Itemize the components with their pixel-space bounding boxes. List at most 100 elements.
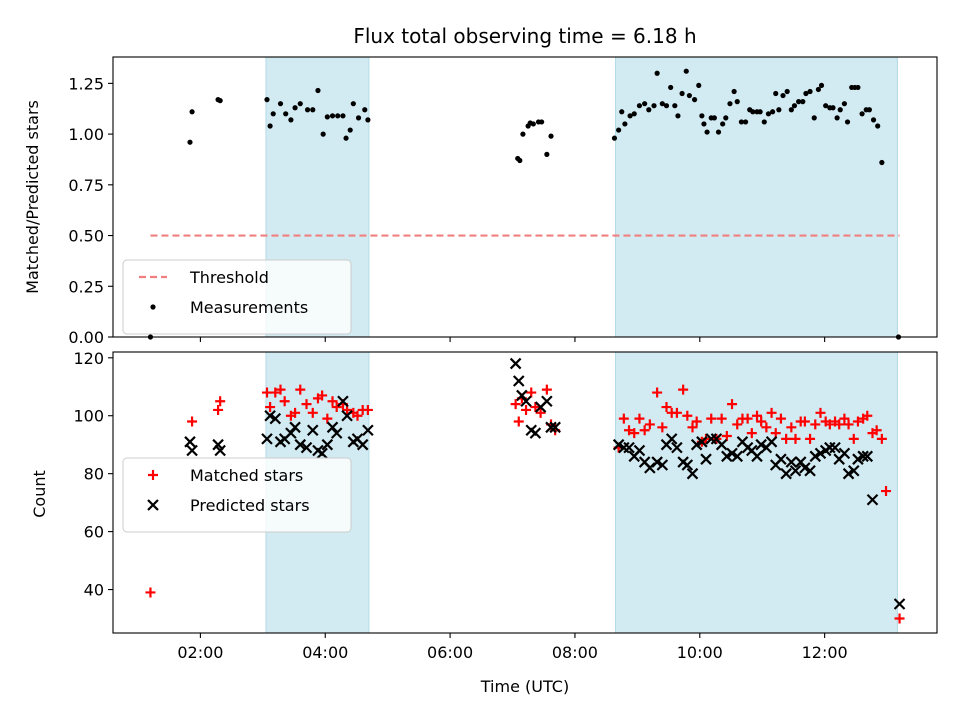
legend-box [122,259,352,335]
predicted-stars-point [330,427,343,439]
measurement-point [823,103,829,109]
predicted-stars-point [789,464,802,477]
measurement-point [796,99,802,105]
measurement-point [720,121,726,127]
measurement-point [365,117,371,123]
legend-swatch [150,304,156,310]
measurement-point [350,101,356,107]
measurement-point [636,103,643,109]
measurement-point [780,92,786,99]
predicted-stars-point [671,441,683,454]
matched-stars-point [295,384,306,395]
y-tick-label: 100 [73,407,104,426]
matched-stars-point [746,428,757,439]
measurement-point [622,121,628,127]
measurement-point [841,101,848,107]
matched-stars-point [752,410,763,421]
measurement-point [686,92,692,99]
measurement-point [668,84,674,91]
predicted-stars-point [316,447,328,460]
top-y-axis-label: Matched/Predicted stars [23,100,42,294]
measurement-point [320,131,326,137]
measurement-point [679,90,685,97]
matched-stars-point [876,433,887,444]
legend-label: Threshold [189,268,269,287]
matched-stars-point [671,407,682,418]
measurement-point [517,157,523,164]
measurement-point [791,103,798,109]
measurement-point [659,101,665,107]
legend-box [122,457,352,533]
matched-stars-point [307,407,318,418]
measurement-point [646,107,652,113]
measurement-point [696,82,702,89]
predicted-stars-point [356,438,369,451]
matched-stars-point [331,402,342,413]
predicted-stars-point [306,424,319,436]
x-tick-label: 04:00 [302,643,348,662]
matched-stars-point [810,419,821,430]
matched-stars-point [317,390,328,401]
legend-swatch [148,470,158,480]
measurement-point [704,129,710,135]
measurement-point [815,86,821,93]
y-tick-label: 1.25 [68,74,104,93]
measurement-point [784,88,790,95]
measurement-point [800,99,806,105]
matched-stars-point [815,407,826,418]
measurement-point [675,113,681,119]
measurement-point [362,107,368,113]
matched-stars-point [652,387,663,398]
measurement-point [340,113,346,119]
matched-stars-point [275,384,286,395]
predicted-stars-point [775,453,787,465]
y-tick-label: 0.00 [68,328,104,347]
predicted-stars-point [780,467,792,480]
measurement-point [324,114,330,120]
matched-stars-point [213,404,224,415]
predicted-stars-point [549,421,561,434]
predicted-stars-point [261,433,273,445]
matched-stars-point [682,410,693,421]
matched-stars-point [691,416,702,427]
y-tick-label: 0.25 [68,277,104,296]
matched-stars-point [521,404,532,415]
measurement-point [844,119,851,125]
matched-stars-point [657,422,668,433]
matched-stars-point [862,410,873,421]
predicted-stars-point [847,464,860,477]
measurement-point [723,115,729,121]
observing-window-band [615,351,898,634]
measurement-point [277,101,284,107]
measurement-point [879,159,885,166]
measurement-point [866,107,872,113]
measurement-point [355,115,362,121]
measurement-point [683,68,689,74]
measurement-point [288,117,294,123]
matched-stars-point [535,407,546,418]
predicted-stars-point [300,441,313,454]
measurement-point [738,119,745,125]
measurement-point [270,111,276,117]
predicted-stars-point [509,357,522,370]
measurement-point [264,97,270,103]
measurement-point [267,123,273,129]
matched-stars-point [839,413,850,424]
measurement-point [304,107,311,113]
bottom-y-axis-label: Count [30,470,49,518]
matched-stars-point [541,384,552,395]
matched-stars-point [852,416,863,427]
measurement-point [837,107,843,113]
measurement-point [347,127,353,133]
predicted-stars-point [529,427,542,439]
predicted-stars-point [861,450,874,463]
measurement-point [757,109,763,115]
chart-title: Flux total observing time = 6.18 h [353,24,696,48]
matched-stars-point [786,422,797,433]
measurement-point [520,131,526,137]
x-tick-label: 08:00 [552,643,598,662]
measurement-point [818,82,825,89]
predicted-stars-point [512,375,525,387]
predicted-stars-point [633,444,646,457]
